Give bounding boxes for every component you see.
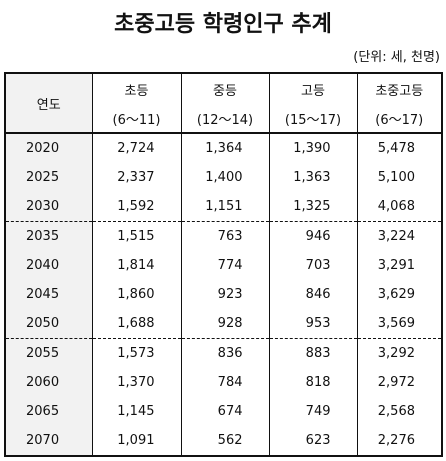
value-cell: 2,972 <box>356 368 443 397</box>
year-cell: 2065 <box>4 397 93 426</box>
year-cell: 2070 <box>4 426 93 456</box>
year-cell: 2060 <box>4 368 93 397</box>
value-cell: 1,091 <box>91 426 182 456</box>
header-cell: 중등 <box>180 73 270 105</box>
header-age-cell: (6～17) <box>356 105 443 133</box>
year-cell: 2020 <box>4 133 93 163</box>
header-row: 연도 초등 중등 고등 초중고등 <box>4 73 443 133</box>
year-cell: 2035 <box>4 221 93 251</box>
value-cell: 1,364 <box>180 133 270 163</box>
value-cell: 928 <box>180 309 270 339</box>
value-cell: 562 <box>180 426 270 456</box>
data-row: 2060 1,370 784 818 2,972 <box>4 368 443 397</box>
value-cell: 674 <box>180 397 270 426</box>
value-cell: 784 <box>180 368 270 397</box>
table-body: 2020 2,724 1,364 1,390 5,478 2025 2,337 1,400 1,… <box>4 133 443 456</box>
header-age-cell: (15～17) <box>268 105 358 133</box>
value-cell: 1,400 <box>180 163 270 192</box>
value-cell: 1,515 <box>91 221 182 251</box>
data-row: 2020 2,724 1,364 1,390 5,478 <box>4 133 443 163</box>
value-cell: 1,688 <box>91 309 182 339</box>
year-cell: 2030 <box>4 192 93 222</box>
value-cell: 1,370 <box>91 368 182 397</box>
header-row: (6～11) (12～14) (15～17) (6～17) <box>5 105 443 133</box>
year-cell: 2025 <box>4 163 93 192</box>
value-cell: 1,390 <box>268 133 358 163</box>
value-cell: 749 <box>268 397 358 426</box>
value-cell: 1,363 <box>268 163 358 192</box>
year-cell: 2050 <box>4 309 93 339</box>
value-cell: 774 <box>180 251 270 280</box>
value-cell: 1,860 <box>91 280 182 309</box>
value-cell: 1,573 <box>91 338 182 368</box>
header-cell: 고등 <box>268 73 358 105</box>
data-row: 2050 1,688 928 953 3,569 <box>4 309 443 339</box>
value-cell: 763 <box>180 221 270 251</box>
value-cell: 953 <box>268 309 358 339</box>
value-cell: 1,145 <box>91 397 182 426</box>
year-cell: 2040 <box>4 251 93 280</box>
value-cell: 3,569 <box>356 309 443 339</box>
header-age-cell: (12～14) <box>180 105 270 133</box>
title: 초중고등 학령인구 추계 <box>114 12 332 37</box>
value-cell: 2,568 <box>356 397 443 426</box>
value-cell: 2,276 <box>356 426 443 456</box>
data-row: 2045 1,860 923 846 3,629 <box>4 280 443 309</box>
value-cell: 1,814 <box>91 251 182 280</box>
data-row: 2025 2,337 1,400 1,363 5,100 <box>4 163 443 192</box>
header-cell: 초중고등 <box>356 73 443 105</box>
value-cell: 3,292 <box>356 338 443 368</box>
value-cell: 3,629 <box>356 280 443 309</box>
value-cell: 3,291 <box>356 251 443 280</box>
value-cell: 1,325 <box>268 192 358 222</box>
header-cell: 연도 <box>4 73 93 133</box>
value-cell: 836 <box>180 338 270 368</box>
value-cell: 923 <box>180 280 270 309</box>
value-cell: 623 <box>268 426 358 456</box>
value-cell: 883 <box>268 338 358 368</box>
data-row: 2030 1,592 1,151 1,325 4,068 <box>4 192 443 222</box>
value-cell: 3,224 <box>356 221 443 251</box>
population-table: 연도 초등 중등 고등 초중고등 (6～11) (12～14) (15～17) (6～17)… <box>4 72 443 457</box>
value-cell: 2,724 <box>91 133 182 163</box>
value-cell: 5,478 <box>356 133 443 163</box>
year-cell: 2045 <box>4 280 93 309</box>
value-cell: 2,337 <box>91 163 182 192</box>
value-cell: 1,592 <box>91 192 182 222</box>
value-cell: 946 <box>268 221 358 251</box>
data-row: 2040 1,814 774 703 3,291 <box>4 251 443 280</box>
value-cell: 818 <box>268 368 358 397</box>
value-cell: 846 <box>268 280 358 309</box>
header-cell: 초등 <box>91 73 182 105</box>
data-row: 2070 1,091 562 623 2,276 <box>4 426 443 456</box>
unit-note: (단위: 세, 천명) <box>353 50 440 65</box>
data-row: 2035 1,515 763 946 3,224 <box>4 221 443 251</box>
value-cell: 4,068 <box>356 192 443 222</box>
value-cell: 5,100 <box>356 163 443 192</box>
header-age-cell: (6～11) <box>91 105 182 133</box>
data-row: 2065 1,145 674 749 2,568 <box>4 397 443 426</box>
data-row: 2055 1,573 836 883 3,292 <box>4 338 443 368</box>
value-cell: 703 <box>268 251 358 280</box>
value-cell: 1,151 <box>180 192 270 222</box>
year-cell: 2055 <box>4 338 93 368</box>
